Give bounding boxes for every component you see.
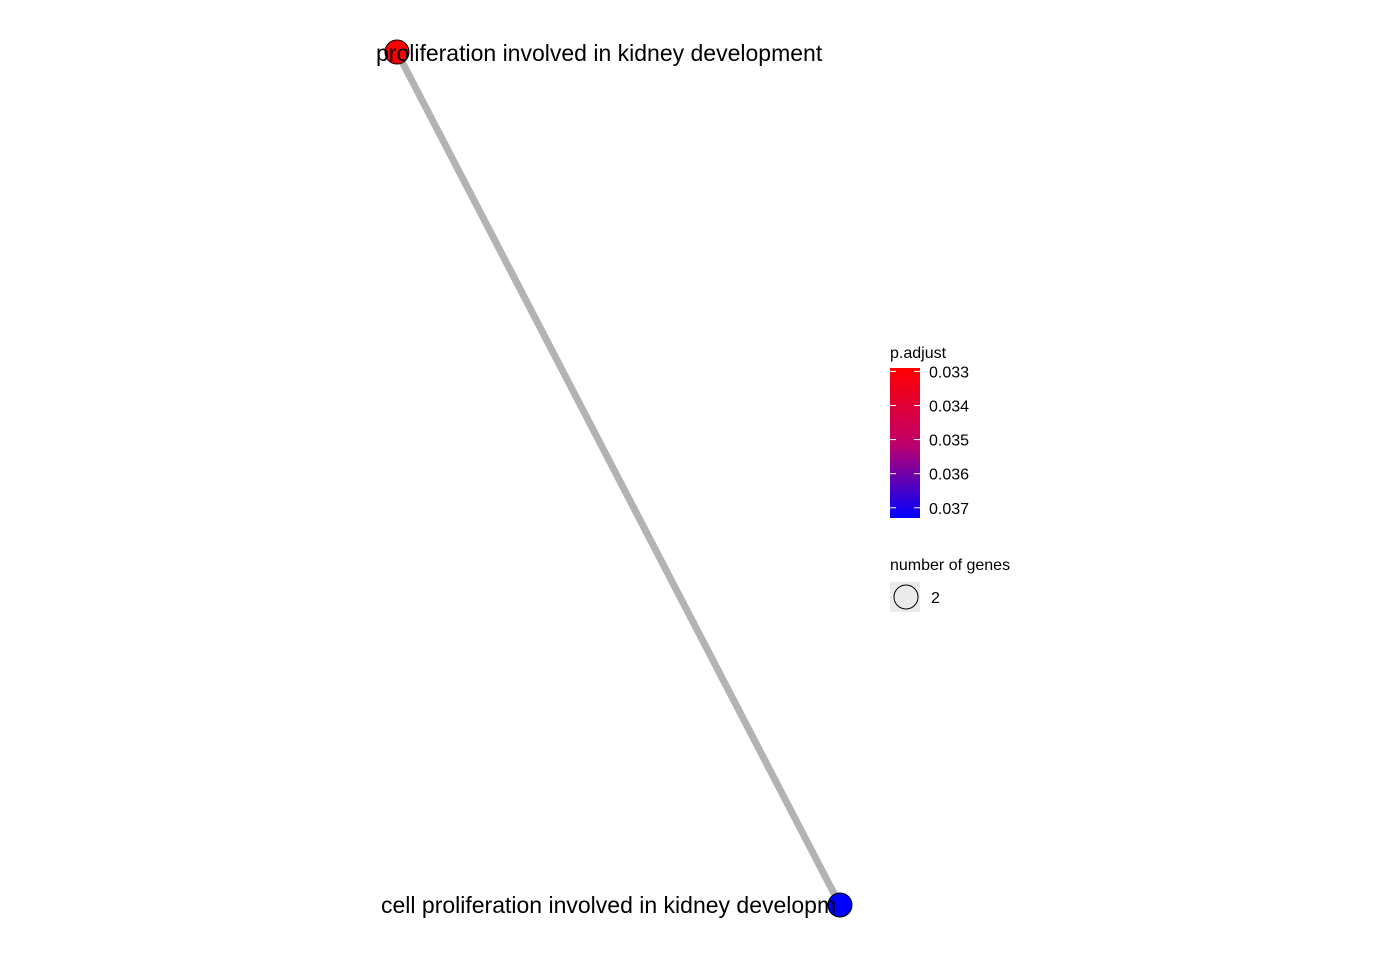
node-label-top: proliferation involved in kidney develop… — [376, 40, 823, 66]
size-legend-label: 2 — [931, 590, 940, 607]
color-legend-ticks: 0.033 0.034 0.035 0.036 0.037 — [890, 364, 969, 518]
colorbar-tick-label: 0.033 — [929, 364, 969, 381]
colorbar-tick-label: 0.037 — [929, 501, 969, 518]
size-legend-circle — [893, 584, 919, 610]
size-legend-title: number of genes — [890, 557, 1010, 574]
colorbar-tick-label: 0.035 — [929, 433, 969, 450]
network-node-top[interactable] — [384, 39, 410, 65]
legend: p.adjust 0.033 0.034 0.035 0.036 0.037 numbe… — [890, 345, 1010, 612]
colorbar-tick-label: 0.036 — [929, 467, 969, 484]
color-legend-title: p.adjust — [890, 345, 947, 362]
color-legend-colorbar — [890, 368, 920, 518]
network-node-bottom[interactable] — [827, 892, 853, 918]
colorbar-tick-label: 0.034 — [929, 399, 969, 416]
node-label-bottom: cell proliferation involved in kidney de… — [381, 892, 836, 918]
network-panel: proliferation involved in kidney develop… — [376, 39, 853, 918]
network-edge — [393, 50, 844, 907]
